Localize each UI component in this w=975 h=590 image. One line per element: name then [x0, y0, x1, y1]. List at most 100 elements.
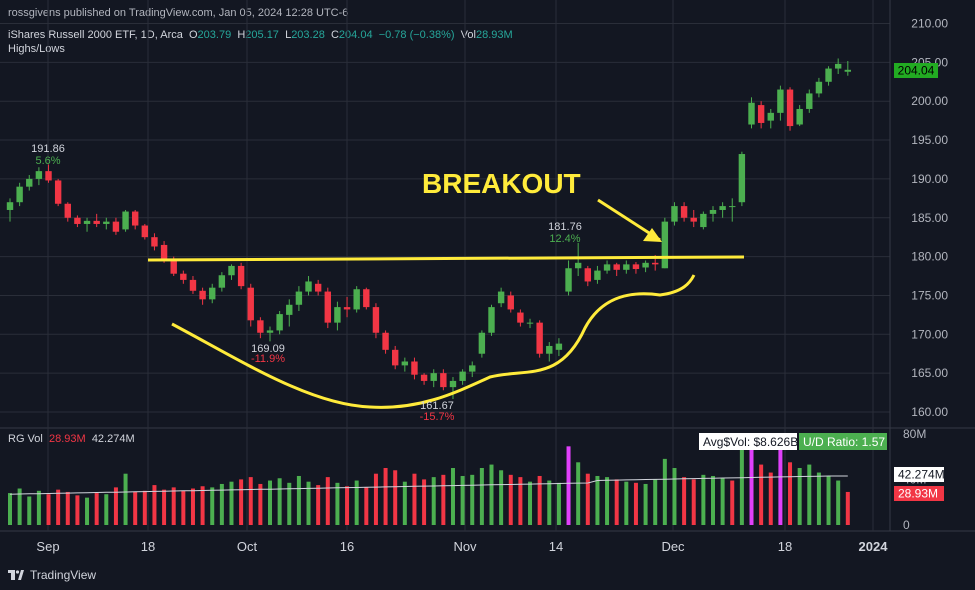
open-value: 203.79 — [197, 29, 232, 41]
symbol-name: iShares Russell 2000 ETF, 1D, Arca — [8, 29, 183, 41]
candle-body — [507, 295, 514, 310]
volume-bar — [402, 481, 407, 525]
volume-bar — [537, 475, 542, 525]
volume-bar — [662, 458, 667, 525]
volume-bar — [710, 475, 715, 525]
volume-bar — [123, 473, 128, 525]
candle-body — [266, 330, 274, 333]
candle-body — [574, 262, 582, 269]
volume-bar — [450, 468, 455, 525]
volume-average-badge-text: 42.274M — [898, 468, 945, 482]
volume-bar — [489, 464, 494, 525]
x-tick-label: 18 — [141, 539, 155, 554]
candlestick-series — [6, 58, 852, 400]
candle-body — [680, 206, 688, 218]
candle-body — [276, 314, 283, 331]
change-value: −0.78 (−0.38%) — [378, 29, 455, 41]
published-line: rossgivens published on TradingView.com,… — [8, 7, 348, 19]
indicator-legend[interactable]: Highs/Lows — [8, 43, 65, 55]
volume-bar — [836, 480, 841, 525]
low2-price: 161.67 — [420, 400, 454, 412]
volume-value: 28.93M — [475, 29, 513, 41]
candle-body — [6, 202, 14, 210]
y-tick-label: 200.00 — [911, 94, 948, 108]
volume-bar — [373, 473, 378, 525]
candle-body — [613, 264, 620, 270]
volume-bar — [807, 464, 812, 525]
volume-bar — [479, 468, 484, 525]
volume-bar — [181, 490, 186, 525]
candle-body — [652, 262, 659, 265]
volume-bar — [364, 487, 369, 525]
volume-bar — [682, 477, 687, 525]
candle-body — [363, 289, 370, 308]
candle-body — [93, 220, 100, 224]
volume-bar — [845, 491, 850, 525]
volume-bar — [113, 487, 118, 525]
high-value: 205.17 — [245, 29, 279, 41]
candle-body — [295, 291, 303, 305]
candle-body — [334, 307, 341, 323]
volume-bar — [94, 493, 99, 525]
candle-body — [690, 217, 697, 222]
avg-dollar-volume-text: Avg$Vol: $8.626B — [703, 435, 798, 449]
volume-average-value: 42.274M — [91, 433, 135, 445]
volume-bar — [229, 481, 234, 525]
volume-bar — [759, 464, 764, 525]
candle-body — [738, 154, 746, 203]
candle-body — [748, 102, 755, 125]
candle-body — [700, 213, 707, 228]
candle-body — [314, 283, 322, 292]
volume-bar — [547, 480, 552, 525]
candle-body — [517, 312, 524, 323]
y-tick-label: 160.00 — [911, 405, 948, 419]
candle-body — [661, 221, 669, 269]
volume-bar — [239, 479, 244, 525]
candle-body — [170, 259, 177, 274]
volume-bar — [36, 490, 41, 525]
candle-body — [122, 211, 129, 230]
volume-bar — [826, 475, 831, 525]
candle-body — [565, 268, 572, 292]
volume-bar — [797, 468, 802, 525]
volume-bar — [210, 487, 215, 525]
volume-indicator-value: 28.93M — [48, 433, 86, 445]
candle-body — [536, 322, 543, 354]
candle-body — [594, 270, 601, 280]
candle-body — [469, 365, 476, 372]
low1-price: 169.09 — [251, 343, 285, 355]
candle-body — [844, 69, 852, 72]
candle-body — [160, 244, 168, 260]
candle-body — [112, 221, 120, 232]
volume-bar — [8, 493, 12, 525]
volume-bar — [152, 485, 157, 525]
volume-bar — [768, 472, 773, 525]
volume-legend[interactable]: RG Vol 28.93M 42.274M — [8, 433, 135, 445]
candle-body — [26, 178, 33, 187]
candle-body — [440, 373, 447, 388]
high1-percent: 5.6% — [35, 155, 60, 167]
volume-bar — [287, 482, 292, 525]
candle-body — [151, 237, 158, 247]
x-tick-label: 18 — [778, 539, 792, 554]
candle-body — [420, 374, 428, 381]
volume-bar — [296, 475, 301, 525]
candle-body — [767, 112, 774, 121]
candle-body — [131, 211, 139, 226]
x-tick-label: Dec — [661, 539, 685, 554]
x-tick-label: 2024 — [859, 539, 889, 554]
last-price-badge: 204.04 — [894, 63, 938, 78]
candle-body — [228, 265, 235, 276]
candle-body — [353, 289, 360, 310]
volume-bar — [133, 491, 138, 525]
candle-body — [74, 217, 81, 224]
volume-bar — [306, 481, 311, 525]
candle-body — [603, 264, 611, 271]
volume-bar — [605, 477, 610, 525]
volume-bar — [624, 481, 629, 525]
volume-bar — [65, 491, 70, 525]
candle-body — [546, 345, 553, 354]
avg-dollar-volume-label: Avg$Vol: $8.626B — [699, 433, 798, 450]
volume-bar — [27, 496, 32, 525]
